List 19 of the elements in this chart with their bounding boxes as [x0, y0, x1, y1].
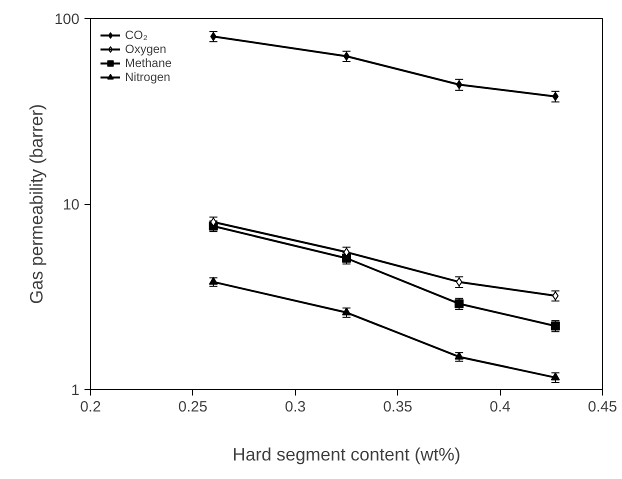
point — [454, 352, 464, 360]
point — [550, 321, 560, 330]
legend-label: Oxygen — [125, 42, 166, 56]
legend-label: Methane — [125, 56, 172, 70]
x-tick-label: 0.4 — [490, 398, 511, 416]
y-axis-title: Gas permeability (barrer) — [26, 104, 46, 304]
x-tick-label: 0.3 — [284, 398, 306, 416]
y-tick-label: 10 — [62, 196, 80, 214]
y-tick-label: 100 — [54, 11, 80, 28]
x-tick-label: 0.25 — [178, 398, 208, 416]
x-tick-label: 0.45 — [588, 398, 618, 416]
point — [208, 276, 218, 285]
x-tick-label: 0.35 — [383, 398, 412, 416]
legend-label: Nitrogen — [125, 70, 170, 84]
y-tick-label: 1 — [71, 382, 80, 399]
x-axis-title: Hard segment content (wt%) — [232, 444, 461, 464]
x-tick-label: 0.2 — [80, 398, 101, 416]
legend-label: CO₂ — [125, 28, 148, 42]
point — [550, 372, 560, 380]
